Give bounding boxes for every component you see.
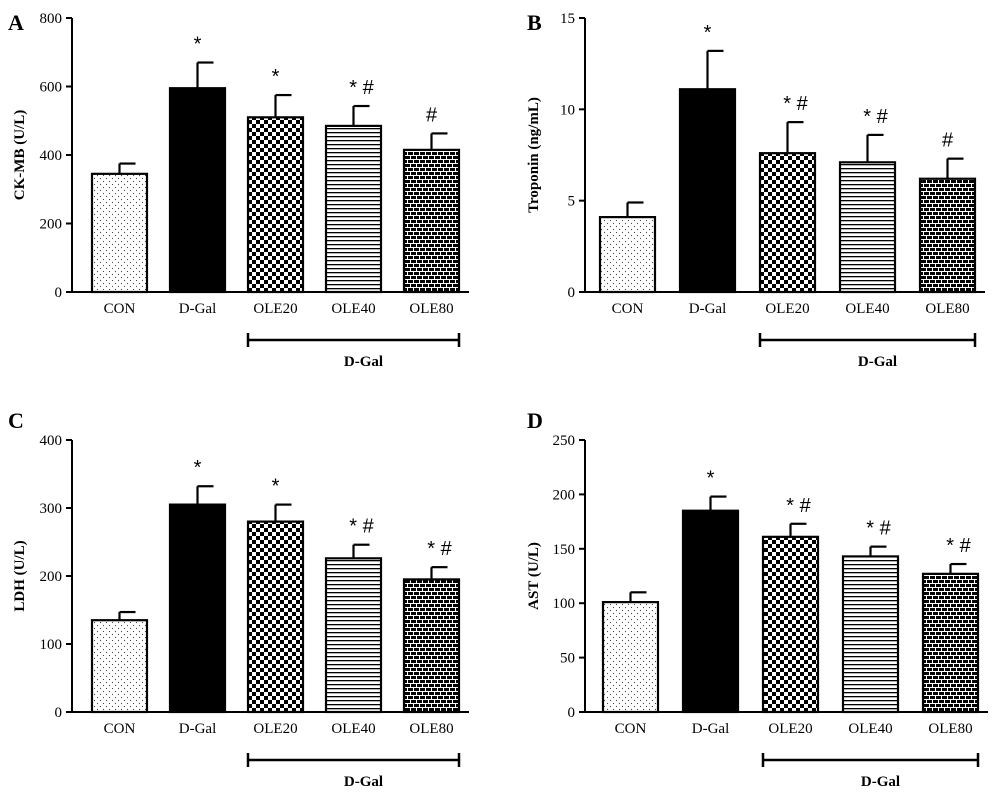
group-label: D-Gal: [344, 774, 383, 790]
x-tick-label: OLE20: [768, 721, 812, 737]
y-tick-label: 100: [40, 637, 63, 653]
bar-con: [601, 601, 660, 714]
x-tick-label: CON: [615, 721, 647, 737]
y-tick-label: 600: [40, 80, 63, 96]
x-tick-label: OLE40: [331, 301, 375, 317]
bar-ole40: [841, 555, 900, 714]
significance-marker: * #: [786, 495, 811, 517]
y-tick-label: 200: [40, 217, 63, 233]
group-label: D-Gal: [858, 354, 897, 370]
group-label: D-Gal: [344, 354, 383, 370]
bar-ole40: [324, 557, 383, 714]
bar-ole20: [246, 520, 305, 714]
significance-marker: #: [426, 104, 438, 126]
panel-letter: C: [8, 408, 24, 433]
x-tick-label: OLE40: [845, 301, 889, 317]
y-axis-label: LDH (U/L): [12, 540, 28, 611]
significance-marker: * #: [866, 518, 891, 540]
x-tick-label: D-Gal: [179, 721, 217, 737]
x-tick-label: OLE80: [409, 301, 453, 317]
x-tick-label: OLE80: [409, 721, 453, 737]
bar-ole20: [246, 116, 305, 294]
y-tick-label: 0: [568, 705, 576, 721]
x-tick-label: OLE40: [331, 721, 375, 737]
bar-con: [598, 216, 657, 294]
bar-ole40: [324, 124, 383, 294]
y-tick-label: 100: [553, 596, 576, 612]
significance-marker: *: [194, 457, 202, 479]
panel-letter: D: [527, 408, 543, 433]
y-axis-label: CK-MB (U/L): [12, 110, 28, 200]
y-axis-label: Troponin (ng/mL): [526, 97, 542, 213]
significance-marker: *: [272, 66, 280, 88]
x-tick-label: D-Gal: [692, 721, 730, 737]
bar-ole80: [402, 578, 461, 714]
panel-d: D 0 50 100 150 200 250 AST (U/L) CON D-Gal * OLE20 *…: [526, 408, 988, 790]
x-tick-label: CON: [104, 721, 136, 737]
y-tick-label: 0: [55, 705, 63, 721]
y-axis-label: AST (U/L): [526, 542, 542, 610]
significance-marker: *: [272, 476, 280, 498]
significance-marker: * #: [783, 93, 808, 115]
x-tick-label: D-Gal: [689, 301, 727, 317]
significance-marker: * #: [946, 535, 971, 557]
panel-letter: A: [8, 10, 24, 35]
bar-ole80: [918, 177, 977, 294]
panel-a: A 0 200 400 600 800 CK-MB (U/L) CON D-Gal * OLE20 *…: [8, 10, 469, 370]
x-tick-label: OLE20: [253, 301, 297, 317]
bar-ole80: [402, 148, 461, 294]
y-tick-label: 400: [40, 148, 63, 164]
bar-d-gal: [168, 87, 227, 294]
significance-marker: * #: [863, 106, 888, 128]
y-tick-label: 800: [40, 11, 63, 27]
y-tick-label: 250: [553, 433, 576, 449]
panel-c: C 0 100 200 300 400 LDH (U/L) CON D-Gal * OLE20 * OL…: [8, 408, 469, 790]
significance-marker: * #: [349, 77, 374, 99]
bar-ole40: [838, 161, 897, 294]
y-tick-label: 150: [553, 542, 576, 558]
y-tick-label: 0: [55, 285, 63, 301]
significance-marker: *: [707, 468, 715, 490]
y-tick-label: 50: [560, 651, 575, 667]
x-tick-label: CON: [104, 301, 136, 317]
panel-letter: B: [527, 10, 542, 35]
significance-marker: *: [194, 34, 202, 56]
bar-con: [90, 172, 149, 294]
bar-con: [90, 619, 149, 714]
y-tick-label: 15: [560, 11, 575, 27]
y-tick-label: 0: [568, 285, 576, 301]
x-tick-label: OLE20: [253, 721, 297, 737]
y-tick-label: 10: [560, 102, 575, 118]
panel-b: B 0 5 10 15 Troponin (ng/mL) CON D-Gal * OLE20 * #…: [526, 10, 985, 370]
x-tick-label: OLE80: [925, 301, 969, 317]
significance-marker: * #: [427, 538, 452, 560]
group-label: D-Gal: [861, 774, 900, 790]
y-tick-label: 400: [40, 433, 63, 449]
y-tick-label: 5: [568, 194, 576, 210]
x-tick-label: OLE80: [928, 721, 972, 737]
y-tick-label: 200: [40, 569, 63, 585]
bar-d-gal: [678, 88, 737, 294]
significance-marker: *: [704, 22, 712, 44]
x-tick-label: OLE20: [765, 301, 809, 317]
y-tick-label: 300: [40, 501, 63, 517]
x-tick-label: CON: [612, 301, 644, 317]
bar-ole20: [761, 535, 820, 714]
y-tick-label: 200: [553, 487, 576, 503]
x-tick-label: D-Gal: [179, 301, 217, 317]
x-tick-label: OLE40: [848, 721, 892, 737]
bar-ole80: [921, 572, 980, 714]
bar-d-gal: [681, 509, 740, 714]
significance-marker: #: [942, 130, 954, 152]
significance-marker: * #: [349, 516, 374, 538]
bar-ole20: [758, 152, 817, 294]
bar-d-gal: [168, 503, 227, 714]
